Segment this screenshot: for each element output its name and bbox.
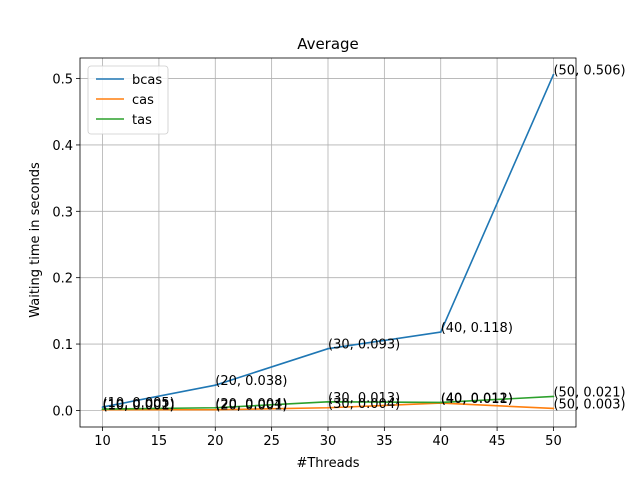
data-label-tas: (10, 0.002) — [103, 398, 175, 413]
data-label-bcas: (30, 0.093) — [328, 338, 400, 353]
data-point-bcas — [327, 347, 329, 350]
y-tick-label: 0.1 — [52, 338, 73, 353]
x-tick-label: 45 — [489, 434, 506, 449]
y-tick-label: 0.4 — [52, 139, 73, 154]
data-point-tas — [439, 401, 442, 404]
legend-label-bcas: bcas — [132, 73, 162, 88]
x-tick-label: 20 — [207, 434, 224, 449]
x-tick-label: 50 — [545, 434, 562, 449]
data-point-bcas — [214, 384, 217, 387]
y-tick-label: 0.0 — [52, 404, 73, 419]
y-tick-label: 0.5 — [52, 73, 73, 88]
legend-box — [87, 65, 169, 135]
x-tick-label: 35 — [376, 434, 393, 449]
data-point-tas — [327, 400, 329, 403]
data-label-tas: (20, 0.004) — [215, 397, 287, 412]
chart-title: Average — [297, 35, 359, 53]
data-label-cas: (40, 0.011) — [441, 392, 513, 407]
data-point-cas — [214, 408, 217, 411]
data-label-cas: (10, 0.001) — [103, 399, 175, 414]
data-point-tas — [552, 395, 555, 398]
y-tick-label: 0.2 — [52, 272, 73, 287]
x-tick-label: 40 — [432, 434, 449, 449]
data-label-bcas: (20, 0.038) — [215, 374, 287, 389]
legend-label-tas: tas — [132, 113, 152, 128]
data-label-tas: (40, 0.012) — [441, 391, 513, 406]
data-point-tas — [101, 408, 104, 410]
data-point-tas — [214, 406, 217, 409]
data-point-cas — [552, 407, 555, 410]
data-label-cas: (20, 0.001) — [215, 399, 287, 414]
data-point-bcas — [101, 406, 104, 408]
data-point-bcas — [552, 73, 555, 76]
x-tick-label: 15 — [151, 434, 168, 449]
data-label-bcas: (10, 0.005) — [103, 396, 175, 411]
legend: bcas cas tas — [87, 65, 169, 135]
plot-frame — [79, 57, 577, 428]
data-labels: (10, 0.005) (20, 0.038) (30, 0.093) (40, 0.… — [103, 64, 626, 414]
series — [101, 73, 555, 411]
data-label-cas: (30, 0.004) — [328, 397, 400, 412]
data-point-cas — [327, 406, 329, 409]
data-label-bcas: (50, 0.506) — [553, 64, 625, 79]
x-tick-label: 30 — [320, 434, 337, 449]
y-tick-label: 0.3 — [52, 205, 73, 220]
x-axis-title: #Threads — [296, 456, 359, 471]
legend-label-cas: cas — [132, 93, 154, 108]
data-point-bcas — [439, 331, 442, 333]
data-label-cas: (50, 0.003) — [553, 397, 625, 412]
x-tick-label: 10 — [94, 434, 111, 449]
data-label-tas: (30, 0.013) — [328, 391, 400, 406]
data-label-tas: (50, 0.021) — [553, 385, 625, 400]
data-label-bcas: (40, 0.118) — [441, 321, 513, 336]
y-axis-title: Waiting time in seconds — [28, 162, 43, 318]
axes: 10 15 20 25 30 35 40 45 50 0.0 0.1 0.2 0.3 0.4 0.5 — [52, 57, 577, 449]
x-tick-label: 25 — [263, 434, 280, 449]
